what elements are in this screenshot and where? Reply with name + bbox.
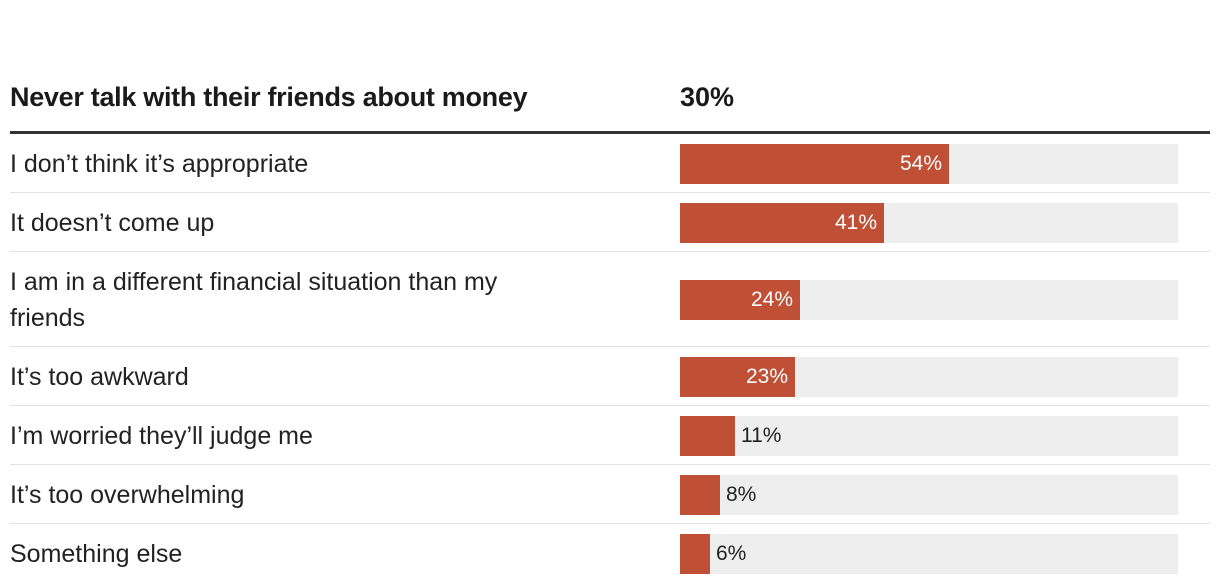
table-row: Something else 6% xyxy=(10,524,1210,582)
bar-track: 24% xyxy=(680,280,1178,320)
chart-header: Never talk with their friends about mone… xyxy=(10,76,1210,132)
bar-chart: I don’t think it’s appropriate 54% It does… xyxy=(10,134,1210,582)
bar xyxy=(680,357,795,397)
data-label: 23% xyxy=(745,365,788,388)
category-label: It doesn’t come up xyxy=(10,209,215,237)
data-label: 11% xyxy=(741,424,782,447)
data-label: 41% xyxy=(834,211,877,234)
bar xyxy=(680,416,735,456)
data-label: 8% xyxy=(726,483,757,506)
table-row: I don’t think it’s appropriate 54% xyxy=(10,134,1210,193)
category-label: It’s too awkward xyxy=(10,363,189,391)
data-label: 6% xyxy=(716,542,747,565)
bar-track: 23% xyxy=(680,357,1178,397)
bar-track: 6% xyxy=(680,534,1178,574)
table-row: It’s too awkward 23% xyxy=(10,347,1210,406)
chart-title: Never talk with their friends about mone… xyxy=(10,82,528,112)
bar xyxy=(680,203,884,243)
bar-track: 8% xyxy=(680,475,1178,515)
header-divider xyxy=(10,131,1210,134)
table-row: It doesn’t come up 41% xyxy=(10,193,1210,252)
category-label: I don’t think it’s appropriate xyxy=(10,150,309,178)
data-label: 24% xyxy=(750,288,793,311)
bar xyxy=(680,144,949,184)
table-row: I am in a different financial situation … xyxy=(10,252,1210,347)
category-label: Something else xyxy=(10,540,183,568)
data-label: 54% xyxy=(899,152,942,175)
category-label: I am in a different financial situation … xyxy=(10,268,498,332)
category-label: It’s too overwhelming xyxy=(10,481,245,509)
bar xyxy=(680,280,800,320)
table-row: It’s too overwhelming 8% xyxy=(10,465,1210,524)
bar-track: 41% xyxy=(680,203,1178,243)
bar-track: 54% xyxy=(680,144,1178,184)
bar xyxy=(680,534,710,574)
category-label: I’m worried they’ll judge me xyxy=(10,422,313,450)
bar-track: 11% xyxy=(680,416,1178,456)
table-row: I’m worried they’ll judge me 11% xyxy=(10,406,1210,465)
bar xyxy=(680,475,720,515)
header-total-value: 30% xyxy=(680,82,735,112)
